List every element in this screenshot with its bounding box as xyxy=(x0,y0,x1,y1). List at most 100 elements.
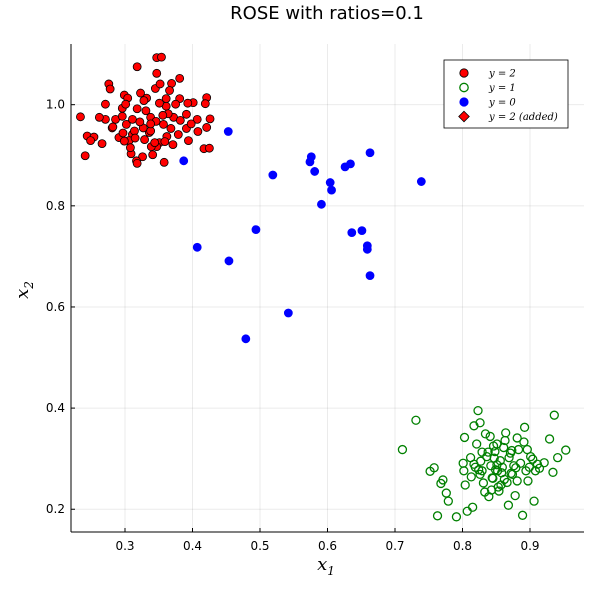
data-point xyxy=(117,111,127,121)
tick-labels: 0.3 0.4 0.5 0.6 0.7 0.8 0.9 0.2 0.4 0.6 0.8 1.0 xyxy=(46,98,540,553)
data-point xyxy=(224,256,234,266)
data-point xyxy=(119,136,129,146)
data-point xyxy=(150,138,160,148)
data-point xyxy=(268,170,278,180)
y-axis-label: x2 xyxy=(12,281,36,299)
data-point xyxy=(132,104,142,114)
data-point xyxy=(432,511,443,521)
legend-marker xyxy=(459,82,469,93)
data-point xyxy=(135,117,145,127)
data-point xyxy=(192,242,202,252)
data-point xyxy=(251,225,261,234)
x-tick-label: 0.8 xyxy=(453,539,472,553)
legend-label: y = 0 xyxy=(488,98,516,109)
x-tick-label: 0.7 xyxy=(385,539,404,553)
data-point xyxy=(507,445,517,456)
data-point xyxy=(184,136,193,145)
data-point xyxy=(512,433,522,443)
data-point xyxy=(470,462,480,472)
data-point xyxy=(519,437,529,447)
legend-label: y = 2 (added) xyxy=(488,112,558,123)
legend: y = 2 y = 1 y = 0 y = 2 (added) xyxy=(443,59,569,129)
data-point xyxy=(173,130,183,139)
y-tick-label: 0.4 xyxy=(46,401,65,415)
data-point xyxy=(121,120,131,129)
x-tick-label: 0.3 xyxy=(115,539,134,553)
data-point xyxy=(473,405,483,416)
data-point xyxy=(488,441,499,451)
data-point xyxy=(140,135,149,144)
y-tick-label: 0.2 xyxy=(46,502,65,516)
data-point xyxy=(429,463,439,473)
data-point xyxy=(443,496,453,506)
y-tick-label: 0.8 xyxy=(46,199,65,213)
data-point xyxy=(544,434,555,444)
y-tick-label: 1.0 xyxy=(46,98,65,112)
data-point xyxy=(472,439,482,449)
data-point xyxy=(283,308,293,318)
data-point xyxy=(160,137,170,147)
data-point xyxy=(526,452,536,462)
data-point xyxy=(458,458,468,468)
data-point xyxy=(179,156,189,166)
data-point xyxy=(460,480,470,490)
data-point xyxy=(500,435,510,446)
data-point xyxy=(488,473,498,484)
data-point xyxy=(499,442,509,453)
data-point xyxy=(158,110,168,120)
data-point xyxy=(138,152,147,162)
data-point xyxy=(499,474,510,485)
series-2-points xyxy=(397,405,571,522)
data-point xyxy=(128,114,137,124)
data-point xyxy=(534,463,545,473)
data-point xyxy=(478,478,489,488)
data-point xyxy=(492,460,502,470)
data-point xyxy=(118,128,128,138)
data-points xyxy=(76,52,571,522)
data-point xyxy=(139,96,149,106)
data-point xyxy=(155,98,164,108)
data-point xyxy=(193,127,203,136)
data-point xyxy=(148,150,158,160)
data-point xyxy=(503,500,514,510)
data-point xyxy=(136,88,145,98)
data-point xyxy=(517,510,528,520)
data-point xyxy=(97,139,107,149)
data-point xyxy=(80,151,90,161)
legend-marker xyxy=(459,97,469,107)
data-point xyxy=(205,114,215,124)
data-point xyxy=(182,109,191,119)
data-point xyxy=(528,454,538,464)
data-point xyxy=(502,477,512,488)
data-point xyxy=(200,99,210,109)
data-point xyxy=(510,490,520,501)
data-point xyxy=(101,99,110,109)
data-point xyxy=(105,84,115,94)
data-point xyxy=(397,444,408,455)
data-point xyxy=(539,458,549,468)
data-point xyxy=(310,167,320,176)
data-point xyxy=(497,462,507,472)
legend-marker xyxy=(458,110,470,123)
legend-marker xyxy=(459,68,469,78)
data-point xyxy=(327,185,336,195)
data-point xyxy=(515,458,526,468)
data-point xyxy=(241,334,251,344)
data-point xyxy=(155,79,165,89)
data-point xyxy=(477,447,487,457)
data-point xyxy=(168,140,178,150)
data-point xyxy=(553,453,563,463)
data-point xyxy=(523,476,533,486)
data-point xyxy=(186,119,196,129)
data-point xyxy=(171,99,181,109)
series-1-points xyxy=(76,52,215,168)
data-point xyxy=(357,226,367,236)
data-point xyxy=(365,148,375,158)
data-point xyxy=(561,445,571,455)
data-point xyxy=(132,62,142,72)
data-point xyxy=(175,115,185,125)
data-point xyxy=(165,86,174,95)
data-point xyxy=(121,99,131,109)
